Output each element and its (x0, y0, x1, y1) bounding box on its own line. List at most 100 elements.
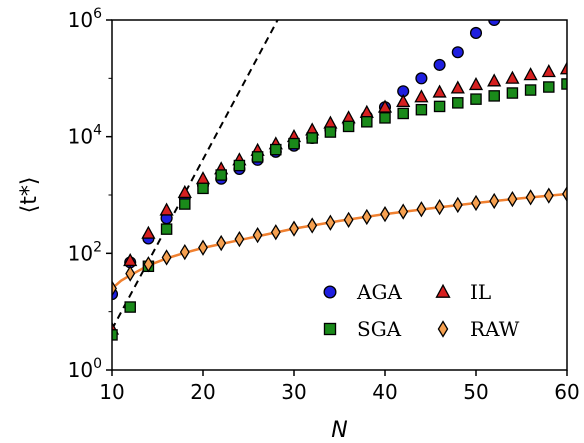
x-tick-label: 30 (281, 380, 306, 404)
data-point-raw (434, 198, 445, 216)
legend-item-il: IL (435, 280, 491, 304)
series-sga (112, 78, 567, 341)
data-point-il (432, 84, 447, 98)
x-axis-label: N (331, 418, 347, 443)
data-point-il (141, 225, 156, 239)
data-point-sga (543, 81, 555, 93)
data-point-sga (561, 78, 567, 90)
data-point-sga (197, 182, 209, 195)
data-point-il (559, 61, 567, 75)
data-point-raw (471, 194, 481, 212)
data-point-raw (507, 190, 518, 208)
data-point-sga (215, 169, 227, 181)
data-point-il (359, 104, 374, 118)
data-point-il (468, 76, 484, 91)
data-point-sga (324, 126, 337, 138)
plot-area (112, 20, 567, 341)
data-point-raw (270, 224, 281, 241)
data-point-raw (143, 256, 154, 273)
x-tick-label: 50 (463, 380, 488, 404)
legend-label-il: IL (470, 280, 491, 304)
data-point-raw (343, 211, 354, 228)
data-point-sga (379, 112, 391, 124)
data-point-sga (488, 90, 500, 102)
data-point-raw (562, 185, 567, 203)
data-point-sga (415, 103, 428, 116)
legend-marker-aga (323, 285, 337, 299)
data-point-raw (289, 220, 299, 237)
data-point-aga (415, 72, 428, 85)
data-point-il (414, 89, 429, 103)
dashed-fit-line (112, 20, 279, 330)
y-tick-label: 104 (68, 123, 102, 149)
data-point-il (487, 73, 502, 87)
data-point-aga (451, 46, 464, 59)
data-point-raw (161, 249, 172, 266)
data-point-raw (179, 243, 190, 261)
legend-marker-raw (437, 320, 449, 338)
data-point-raw (325, 214, 336, 231)
legend: AGA IL SGA RAW (323, 280, 520, 341)
axes-layer: 10 20 30 40 50 60 100 102 104 106 N ⟨t*⟩ (17, 6, 580, 443)
data-point-il (159, 202, 174, 216)
plot-layer (112, 20, 567, 341)
data-point-sga (524, 84, 537, 96)
data-point-raw (416, 201, 427, 218)
data-point-sga (233, 159, 246, 172)
data-point-sga (179, 198, 191, 210)
data-point-sga (160, 223, 173, 235)
data-point-raw (361, 208, 372, 226)
data-point-il (396, 93, 411, 107)
data-point-sga (124, 301, 136, 313)
data-point-raw (489, 192, 500, 210)
legend-marker-sga (323, 322, 337, 336)
legend-label-sga: SGA (357, 317, 402, 341)
data-point-raw (398, 203, 409, 220)
data-point-sga (306, 132, 318, 144)
data-point-raw (125, 265, 136, 282)
legend-item-raw: RAW (437, 317, 520, 341)
data-point-aga (433, 58, 446, 71)
data-point-aga (469, 26, 483, 39)
legend-item-aga: AGA (323, 280, 402, 304)
x-tick-label: 10 (99, 380, 124, 404)
data-point-sga (506, 87, 519, 99)
y-tick-label: 106 (68, 6, 102, 32)
data-point-raw (543, 187, 554, 204)
data-point-il (177, 184, 192, 199)
x-tick-label: 20 (190, 380, 215, 404)
data-point-raw (307, 217, 318, 234)
y-tick-label: 100 (68, 356, 102, 382)
data-point-raw (112, 280, 117, 297)
data-point-raw (525, 189, 536, 206)
y-tick-label: 102 (68, 239, 102, 265)
data-point-raw (234, 231, 245, 248)
data-point-sga (288, 137, 300, 150)
data-point-sga (251, 151, 264, 163)
legend-item-sga: SGA (323, 317, 402, 341)
x-tick-label: 40 (372, 380, 397, 404)
data-point-sga (470, 93, 482, 105)
data-point-raw (216, 234, 227, 252)
data-point-sga (342, 120, 355, 133)
series-raw (112, 185, 567, 297)
data-point-il (450, 80, 465, 94)
data-point-sga (270, 143, 282, 156)
data-point-raw (452, 196, 463, 214)
data-point-raw (380, 205, 390, 223)
data-point-il (505, 70, 520, 84)
data-point-sga (361, 116, 373, 128)
data-point-sga (452, 97, 464, 109)
series-il (112, 61, 567, 335)
data-point-raw (198, 239, 208, 256)
data-point-il (195, 171, 211, 185)
data-point-il (541, 64, 556, 78)
data-point-il (523, 67, 538, 81)
legend-label-raw: RAW (470, 317, 520, 341)
legend-marker-il (435, 283, 451, 298)
legend-label-aga: AGA (356, 280, 402, 304)
x-tick-label: 60 (554, 380, 579, 404)
data-point-sga (397, 107, 409, 120)
y-axis-label: ⟨t*⟩ (17, 177, 42, 214)
